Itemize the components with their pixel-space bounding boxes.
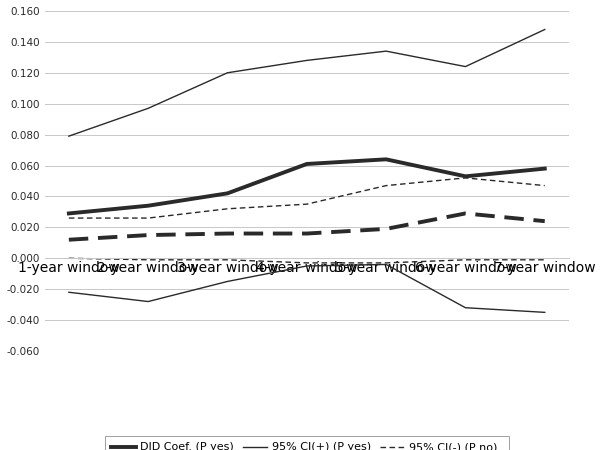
Legend: DID Coef. (P yes), 95% CI(-) (P yes), 95% CI(+) (P yes), DID Coef. (P no), 95% C: DID Coef. (P yes), 95% CI(-) (P yes), 95… (105, 436, 509, 450)
